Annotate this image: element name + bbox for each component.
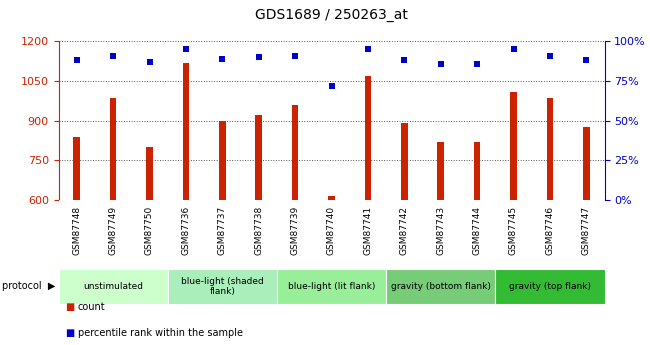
Bar [401,124,408,200]
Bar [73,137,80,200]
Text: blue-light (lit flank): blue-light (lit flank) [288,282,375,291]
Text: GDS1689 / 250263_at: GDS1689 / 250263_at [255,8,408,22]
Bar [146,147,153,200]
Text: GSM87748: GSM87748 [72,206,81,255]
Text: growth protocol  ▶: growth protocol ▶ [0,282,55,291]
Bar [255,116,262,200]
Bar [547,98,553,200]
FancyBboxPatch shape [58,269,168,304]
Bar [510,92,517,200]
Bar [292,105,298,200]
FancyBboxPatch shape [386,269,495,304]
Text: GSM87743: GSM87743 [436,206,445,255]
Text: gravity (top flank): gravity (top flank) [509,282,591,291]
Text: GSM87737: GSM87737 [218,206,227,255]
Text: GSM87736: GSM87736 [181,206,190,255]
Text: GSM87738: GSM87738 [254,206,263,255]
FancyBboxPatch shape [495,269,604,304]
FancyBboxPatch shape [168,269,277,304]
Text: blue-light (shaded
flank): blue-light (shaded flank) [181,277,264,296]
Text: count: count [78,302,105,312]
Text: unstimulated: unstimulated [83,282,143,291]
Text: GSM87740: GSM87740 [327,206,336,255]
Bar [437,142,444,200]
Text: GSM87742: GSM87742 [400,206,409,255]
Bar [328,196,335,200]
Text: GSM87750: GSM87750 [145,206,154,255]
Text: ■: ■ [65,302,74,312]
Bar [110,98,116,200]
Text: GSM87745: GSM87745 [509,206,518,255]
Bar [183,62,189,200]
Text: GSM87749: GSM87749 [109,206,118,255]
Bar [583,127,590,200]
Text: gravity (bottom flank): gravity (bottom flank) [391,282,491,291]
FancyBboxPatch shape [277,269,386,304]
Text: GSM87746: GSM87746 [545,206,554,255]
Bar [365,76,371,200]
Text: percentile rank within the sample: percentile rank within the sample [78,328,243,338]
Text: GSM87741: GSM87741 [363,206,372,255]
Text: GSM87744: GSM87744 [473,206,482,255]
Text: GSM87747: GSM87747 [582,206,591,255]
Text: GSM87739: GSM87739 [291,206,300,255]
Text: ■: ■ [65,328,74,338]
Bar [474,142,480,200]
Bar [219,121,226,200]
